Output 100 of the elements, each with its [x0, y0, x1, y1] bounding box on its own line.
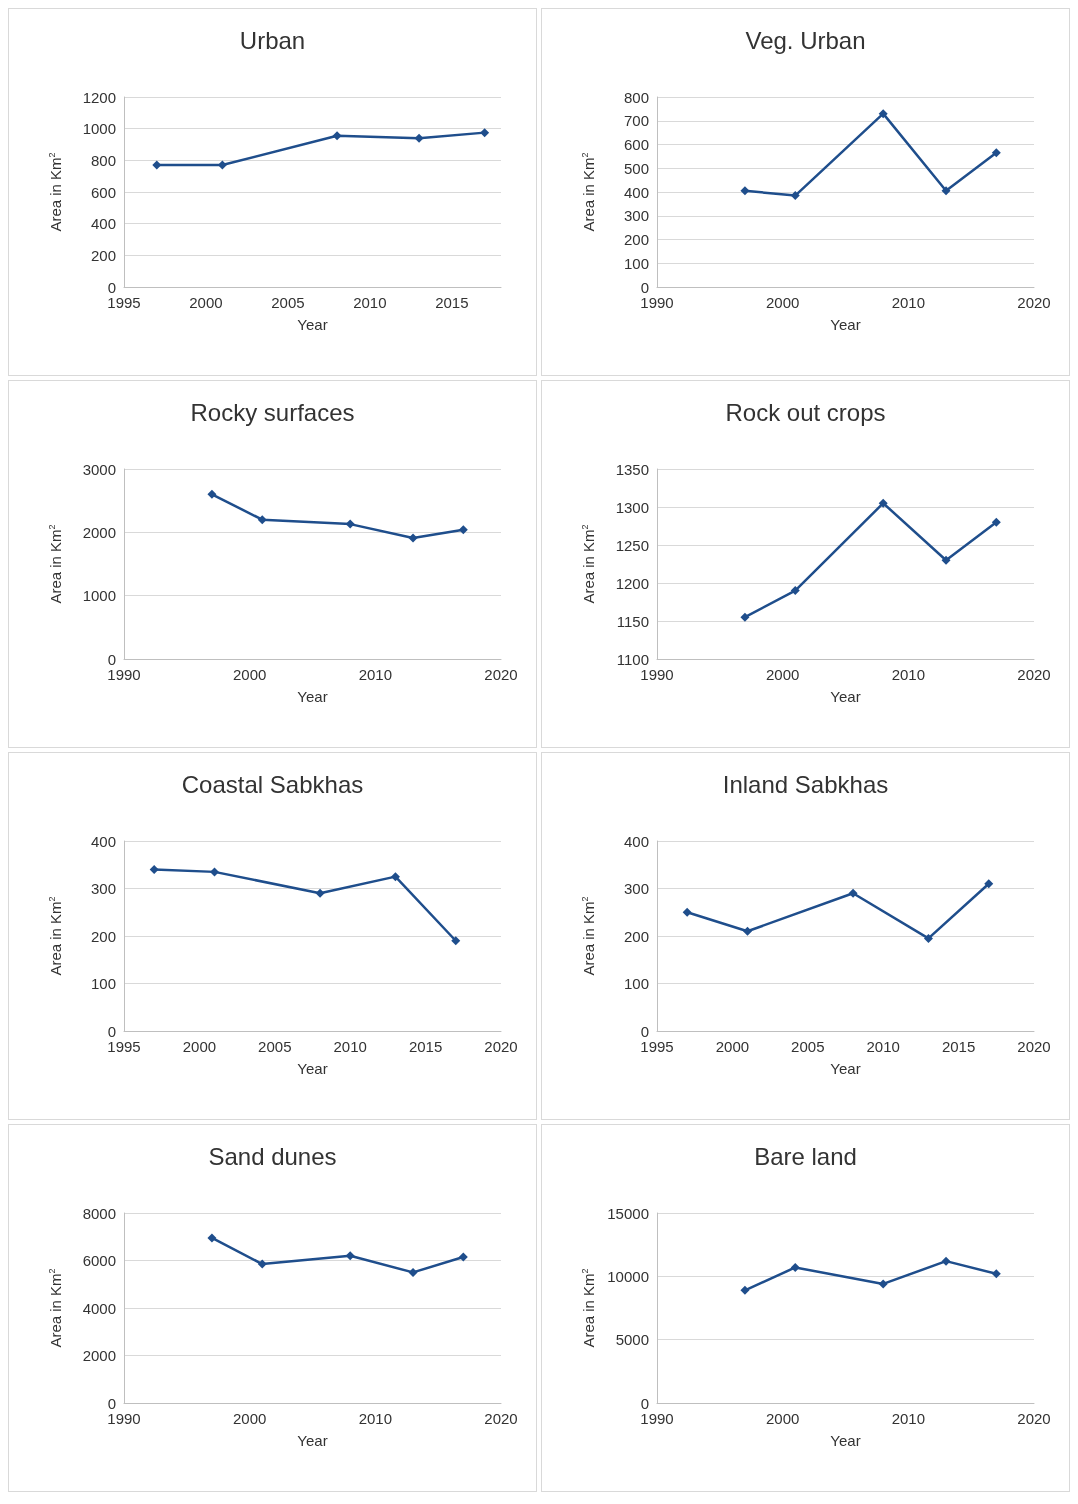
x-axis-title: Year — [830, 1060, 861, 1077]
y-tick-label: 0 — [107, 650, 116, 668]
x-tick-label: 2015 — [941, 1038, 976, 1055]
x-axis-title: Year — [830, 688, 861, 705]
point — [451, 936, 461, 946]
point — [257, 1259, 267, 1269]
y-tick-label: 1100 — [616, 650, 649, 668]
x-tick-label: 2010 — [891, 294, 926, 311]
x-tick-label: 2005 — [791, 1038, 825, 1055]
y-tick-label: 1150 — [616, 612, 649, 630]
point — [848, 888, 858, 898]
x-axis-title: Year — [297, 1060, 328, 1077]
y-tick-label: 1000 — [82, 587, 116, 605]
y-tick-label: 400 — [90, 832, 116, 850]
y-axis-title: Area in Km2 — [579, 152, 597, 232]
point — [207, 489, 217, 499]
point — [790, 1262, 800, 1272]
x-tick-label: 1990 — [640, 666, 674, 683]
y-tick-label: 700 — [623, 112, 649, 130]
point — [878, 1279, 888, 1289]
point — [878, 498, 888, 508]
point — [414, 133, 424, 143]
x-tick-label: 2020 — [484, 1038, 518, 1055]
point — [408, 1267, 418, 1277]
y-tick-label: 200 — [90, 246, 116, 264]
x-tick-label: 1995 — [107, 1038, 141, 1055]
x-axis-title: Year — [830, 1432, 861, 1449]
y-tick-label: 300 — [623, 207, 649, 225]
y-tick-label: 1200 — [82, 88, 116, 106]
y-axis-title: Area in Km2 — [579, 524, 597, 604]
y-tick-label: 200 — [623, 927, 649, 945]
y-tick-label: 100 — [623, 254, 649, 272]
point — [941, 555, 951, 565]
x-axis-title: Year — [830, 316, 861, 333]
x-tick-label: 2000 — [232, 1410, 267, 1427]
x-tick-label: 1995 — [640, 1038, 674, 1055]
point — [149, 865, 159, 874]
point — [740, 186, 750, 196]
x-tick-label: 2020 — [1017, 294, 1051, 311]
y-tick-label: 100 — [623, 975, 649, 992]
y-axis-title: Area in Km2 — [46, 1268, 64, 1348]
y-axis-title: Area in Km2 — [579, 896, 597, 976]
x-tick-label: 2010 — [866, 1038, 900, 1055]
point — [742, 926, 752, 936]
y-tick-label: 0 — [640, 1022, 649, 1040]
point — [480, 128, 490, 138]
point — [740, 612, 750, 622]
y-axis-title: Area in Km2 — [579, 1268, 597, 1348]
chart-title: Rock out crops — [725, 398, 886, 426]
y-tick-label: 0 — [107, 1394, 116, 1412]
y-tick-label: 5000 — [615, 1331, 649, 1349]
y-tick-label: 400 — [623, 832, 649, 850]
y-tick-label: 1250 — [615, 536, 649, 554]
point — [878, 109, 888, 119]
point — [941, 186, 951, 196]
y-tick-label: 200 — [623, 231, 649, 248]
point — [257, 515, 267, 525]
y-axis-title: Area in Km2 — [46, 524, 64, 604]
x-tick-label: 2020 — [1017, 1410, 1051, 1427]
x-tick-label: 2010 — [358, 1410, 393, 1427]
point — [682, 907, 692, 917]
y-tick-label: 800 — [623, 88, 649, 106]
x-axis-title: Year — [297, 1432, 328, 1449]
y-tick-label: 2000 — [82, 1347, 116, 1364]
x-tick-label: 2005 — [258, 1038, 292, 1055]
point — [345, 519, 355, 529]
y-tick-label: 15000 — [607, 1204, 649, 1222]
x-tick-label: 2000 — [765, 1410, 800, 1427]
x-tick-label: 1990 — [640, 1410, 674, 1427]
x-tick-label: 2015 — [435, 294, 469, 311]
point — [207, 1233, 217, 1243]
x-tick-label: 2000 — [182, 1038, 217, 1055]
x-tick-label: 2000 — [765, 666, 800, 683]
point — [991, 517, 1001, 527]
y-tick-label: 600 — [623, 136, 649, 153]
y-tick-label: 400 — [623, 183, 649, 201]
point — [332, 131, 342, 141]
point — [152, 160, 162, 170]
y-tick-label: 200 — [90, 927, 116, 945]
point — [740, 1285, 750, 1295]
x-tick-label: 2010 — [353, 294, 387, 311]
x-tick-label: 2020 — [1017, 666, 1051, 683]
y-tick-label: 100 — [90, 975, 116, 992]
chart-title: Bare land — [754, 1142, 857, 1170]
point — [209, 867, 219, 877]
point — [408, 533, 418, 543]
point — [458, 525, 468, 535]
y-tick-label: 300 — [623, 880, 649, 897]
x-tick-label: 2005 — [271, 294, 305, 311]
point — [315, 888, 325, 898]
point — [790, 191, 800, 201]
y-tick-label: 0 — [107, 278, 116, 296]
y-tick-label: 10000 — [607, 1267, 649, 1285]
chart-title: Veg. Urban — [745, 26, 866, 54]
point — [390, 872, 400, 882]
x-tick-label: 2020 — [484, 1410, 518, 1427]
point — [984, 879, 994, 889]
y-tick-label: 300 — [90, 880, 116, 897]
y-axis-title: Area in Km2 — [46, 152, 64, 232]
x-tick-label: 2010 — [333, 1038, 367, 1055]
